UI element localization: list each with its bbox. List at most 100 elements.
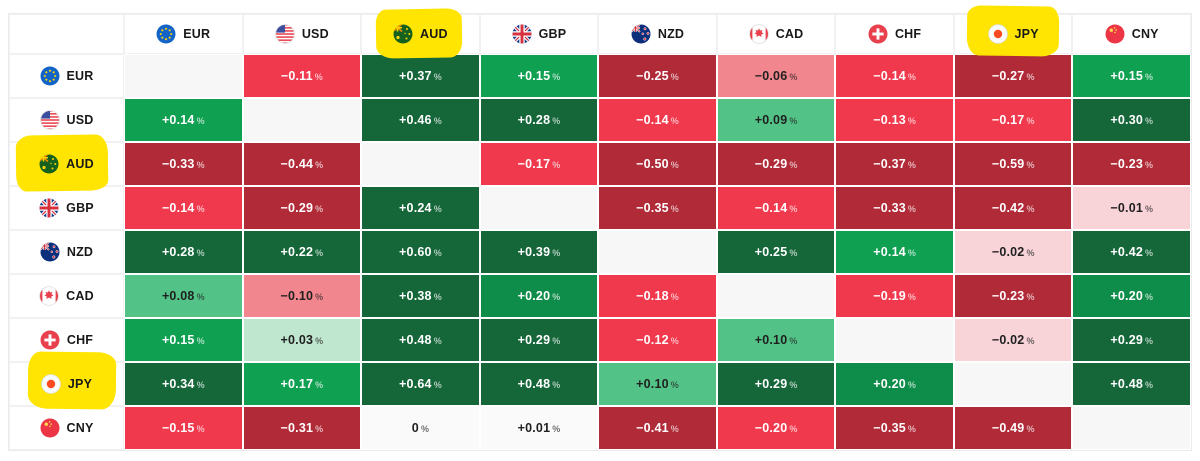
cell-chf-cad[interactable]: +0.10% [716, 318, 836, 362]
cell-jpy-cad[interactable]: +0.29% [716, 362, 836, 406]
column-header-eur[interactable]: EUR [124, 14, 243, 54]
row-header-cad[interactable]: CAD [9, 274, 124, 318]
cell-jpy-chf[interactable]: +0.20% [835, 362, 954, 406]
cell-usd-chf[interactable]: −0.13% [835, 98, 954, 142]
cell-usd-jpy[interactable]: −0.17% [953, 98, 1073, 142]
cell-cny-eur[interactable]: −0.15% [124, 406, 243, 450]
cell-eur-cny[interactable]: +0.15% [1072, 54, 1191, 98]
usd-flag-icon [39, 110, 60, 130]
cell-nzd-chf[interactable]: +0.14% [835, 230, 954, 274]
cell-usd-cny[interactable]: +0.30% [1072, 98, 1191, 142]
column-header-gbp[interactable]: GBP [479, 14, 599, 54]
cell-nzd-cny[interactable]: +0.42% [1072, 230, 1191, 274]
cell-chf-nzd[interactable]: −0.12% [598, 318, 717, 362]
cell-usd-nzd[interactable]: −0.14% [598, 98, 717, 142]
percent-sign: % [1145, 116, 1154, 126]
cell-jpy-aud[interactable]: +0.64% [361, 362, 480, 406]
column-header-label: NZD [657, 27, 685, 41]
cell-aud-cad[interactable]: −0.29% [716, 142, 836, 186]
cell-cny-gbp[interactable]: +0.01% [479, 406, 599, 450]
cell-eur-jpy[interactable]: −0.27% [953, 54, 1073, 98]
cell-nzd-nzd [598, 230, 717, 274]
cell-jpy-gbp[interactable]: +0.48% [479, 362, 599, 406]
cell-chf-gbp[interactable]: +0.29% [479, 318, 599, 362]
cell-cad-nzd[interactable]: −0.18% [598, 274, 717, 318]
cell-aud-jpy[interactable]: −0.59% [953, 142, 1073, 186]
cell-gbp-nzd[interactable]: −0.35% [598, 186, 717, 230]
cell-aud-cny[interactable]: −0.23% [1072, 142, 1191, 186]
row-header-nzd[interactable]: NZD [9, 230, 124, 274]
cell-cad-gbp[interactable]: +0.20% [479, 274, 599, 318]
row-header-cny[interactable]: CNY [9, 406, 124, 450]
cell-eur-gbp[interactable]: +0.15% [479, 54, 599, 98]
cell-value: −0.20 [754, 421, 788, 435]
cell-cad-usd[interactable]: −0.10% [242, 274, 362, 318]
cell-jpy-nzd[interactable]: +0.10% [598, 362, 717, 406]
column-header-aud[interactable]: AUD [361, 8, 480, 59]
cell-value: −0.59 [991, 157, 1025, 171]
cell-value: −0.19 [873, 289, 906, 303]
cell-cad-aud[interactable]: +0.38% [361, 274, 480, 318]
cell-chf-aud[interactable]: +0.48% [361, 318, 480, 362]
cell-value: −0.02 [991, 333, 1025, 347]
cell-nzd-gbp[interactable]: +0.39% [479, 230, 599, 274]
cell-nzd-usd[interactable]: +0.22% [242, 230, 362, 274]
cell-nzd-aud[interactable]: +0.60% [361, 230, 480, 274]
column-header-jpy[interactable]: JPY [953, 5, 1073, 57]
cell-eur-usd[interactable]: −0.11% [242, 54, 362, 98]
row-header-gbp[interactable]: GBP [9, 186, 124, 230]
cell-cad-eur[interactable]: +0.08% [124, 274, 243, 318]
cell-chf-cny[interactable]: +0.29% [1072, 318, 1191, 362]
cell-usd-gbp[interactable]: +0.28% [479, 98, 599, 142]
column-header-cny[interactable]: CNY [1072, 14, 1191, 54]
cell-eur-cad[interactable]: −0.06% [716, 54, 836, 98]
cell-chf-eur[interactable]: +0.15% [124, 318, 243, 362]
cell-chf-jpy[interactable]: −0.02% [953, 318, 1073, 362]
column-header-cad[interactable]: CAD [716, 14, 836, 54]
cell-gbp-usd[interactable]: −0.29% [242, 186, 362, 230]
column-header-usd[interactable]: USD [242, 14, 362, 54]
row-header-aud[interactable]: AUD [9, 134, 124, 192]
cell-aud-eur[interactable]: −0.33% [124, 142, 243, 186]
cell-gbp-chf[interactable]: −0.33% [835, 186, 954, 230]
percent-sign: % [1026, 292, 1035, 302]
cell-eur-chf[interactable]: −0.14% [835, 54, 954, 98]
cell-nzd-cad[interactable]: +0.25% [716, 230, 836, 274]
cell-cad-jpy[interactable]: −0.23% [953, 274, 1073, 318]
cell-cny-jpy[interactable]: −0.49% [953, 406, 1073, 450]
column-header-chf[interactable]: CHF [835, 14, 954, 54]
cell-cad-chf[interactable]: −0.19% [835, 274, 954, 318]
cell-gbp-cny[interactable]: −0.01% [1072, 186, 1191, 230]
row-header-usd[interactable]: USD [9, 98, 124, 142]
cell-gbp-jpy[interactable]: −0.42% [953, 186, 1073, 230]
cell-eur-nzd[interactable]: −0.25% [598, 54, 717, 98]
cell-jpy-cny[interactable]: +0.48% [1072, 362, 1191, 406]
cell-cny-usd[interactable]: −0.31% [242, 406, 362, 450]
cell-cny-chf[interactable]: −0.35% [835, 406, 954, 450]
cell-cny-cad[interactable]: −0.20% [716, 406, 836, 450]
cell-usd-aud[interactable]: +0.46% [361, 98, 480, 142]
cell-gbp-aud[interactable]: +0.24% [361, 186, 480, 230]
cell-nzd-jpy[interactable]: −0.02% [953, 230, 1073, 274]
cell-aud-usd[interactable]: −0.44% [242, 142, 362, 186]
cell-aud-gbp[interactable]: −0.17% [479, 142, 599, 186]
cell-cny-nzd[interactable]: −0.41% [598, 406, 717, 450]
cell-value: −0.13 [873, 113, 906, 127]
cell-cny-aud[interactable]: 0% [361, 406, 480, 450]
cell-gbp-eur[interactable]: −0.14% [124, 186, 243, 230]
row-header-chf[interactable]: CHF [9, 318, 124, 362]
cell-usd-eur[interactable]: +0.14% [124, 98, 243, 142]
row-header-eur[interactable]: EUR [9, 54, 124, 98]
cell-jpy-eur[interactable]: +0.34% [124, 362, 243, 406]
cell-chf-usd[interactable]: +0.03% [242, 318, 362, 362]
cell-gbp-cad[interactable]: −0.14% [716, 186, 836, 230]
cell-nzd-eur[interactable]: +0.28% [124, 230, 243, 274]
cell-aud-chf[interactable]: −0.37% [835, 142, 954, 186]
cell-usd-cad[interactable]: +0.09% [716, 98, 836, 142]
cell-eur-aud[interactable]: +0.37% [361, 54, 480, 98]
column-header-nzd[interactable]: NZD [598, 14, 717, 54]
cell-jpy-usd[interactable]: +0.17% [242, 362, 362, 406]
row-header-jpy[interactable]: JPY [9, 351, 124, 410]
cell-aud-nzd[interactable]: −0.50% [598, 142, 717, 186]
cell-cad-cny[interactable]: +0.20% [1072, 274, 1191, 318]
